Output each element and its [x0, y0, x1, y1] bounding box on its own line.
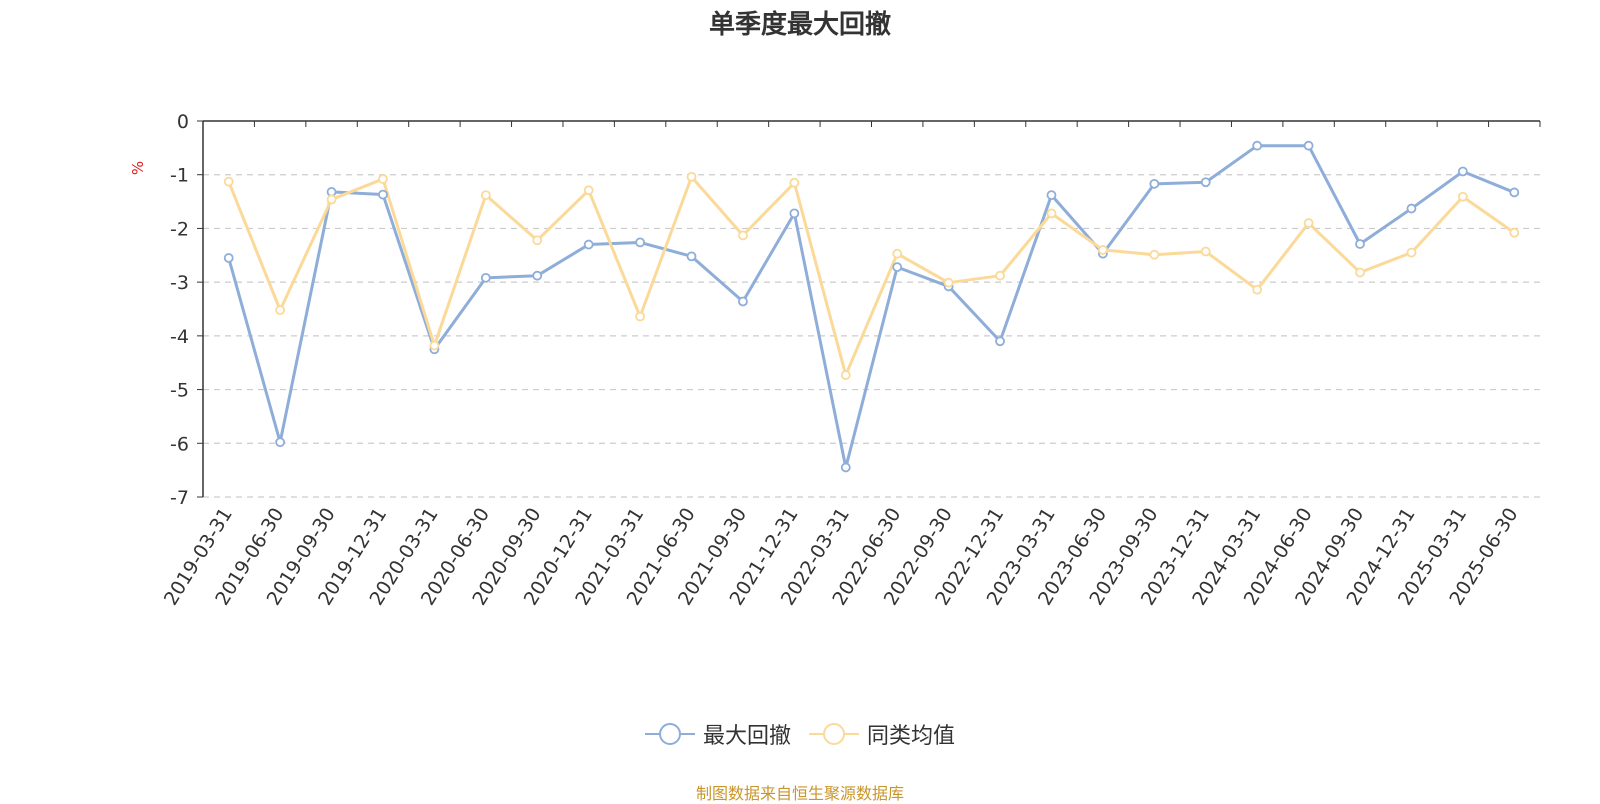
data-point[interactable]	[1406, 247, 1417, 258]
data-point[interactable]	[1046, 190, 1057, 201]
data-point[interactable]	[635, 237, 645, 248]
series-line	[227, 144, 1515, 469]
data-point[interactable]	[583, 185, 594, 196]
data-point[interactable]	[686, 171, 697, 182]
data-point[interactable]	[789, 208, 800, 219]
data-point[interactable]	[1509, 227, 1520, 238]
data-point[interactable]	[275, 437, 286, 448]
grid-lines	[203, 174, 1540, 498]
chart-title: 单季度最大回撤	[708, 10, 891, 40]
y-tick-label: -7	[170, 487, 189, 509]
y-tick-label: -3	[170, 272, 189, 294]
data-point[interactable]	[429, 340, 440, 351]
legend-label-max-drawdown: 最大回撤	[702, 724, 791, 749]
data-point[interactable]	[1355, 267, 1365, 278]
data-point[interactable]	[995, 336, 1005, 347]
data-point[interactable]	[1098, 245, 1108, 255]
y-tick-label: -2	[170, 218, 189, 240]
series-line	[227, 175, 1516, 377]
data-point[interactable]	[583, 239, 594, 250]
series-lines	[223, 140, 1520, 473]
data-point[interactable]	[738, 230, 748, 241]
y-tick-label: 0	[177, 111, 189, 133]
legend-marker-peer-average	[809, 723, 859, 745]
data-point[interactable]	[1355, 239, 1365, 249]
data-point[interactable]	[326, 194, 337, 205]
data-point[interactable]	[686, 251, 697, 262]
data-point[interactable]	[378, 189, 388, 200]
data-point[interactable]	[789, 177, 800, 188]
data-point[interactable]	[840, 462, 851, 473]
data-point[interactable]	[223, 176, 234, 187]
data-point[interactable]	[1509, 187, 1520, 198]
data-point[interactable]	[1303, 140, 1314, 151]
data-point[interactable]	[480, 272, 491, 283]
data-point[interactable]	[840, 370, 851, 380]
data-point[interactable]	[995, 270, 1005, 281]
line-chart: % 0 -1 -2 -3 -4 -5 -6 -7 2019-03-312019-06-3020…	[129, 111, 1541, 609]
data-point[interactable]	[1252, 284, 1263, 295]
y-tick-label: -4	[170, 326, 189, 348]
legend-item-max-drawdown[interactable]: 最大回撤	[644, 718, 791, 750]
y-tick-label: -6	[170, 433, 189, 455]
data-point[interactable]	[635, 311, 645, 322]
legend-marker-max-drawdown	[644, 723, 695, 745]
data-point[interactable]	[532, 235, 543, 246]
y-tick-label: -1	[170, 165, 189, 187]
data-point[interactable]	[1457, 191, 1468, 202]
data-point[interactable]	[1200, 246, 1211, 257]
data-point[interactable]	[892, 262, 903, 273]
data-point[interactable]	[480, 190, 491, 201]
data-point[interactable]	[1303, 218, 1314, 228]
data-point[interactable]	[943, 277, 954, 288]
data-point[interactable]	[378, 174, 388, 184]
data-point[interactable]	[738, 296, 748, 307]
data-point[interactable]	[1406, 203, 1417, 214]
data-point[interactable]	[1149, 249, 1160, 260]
data-point[interactable]	[275, 305, 286, 315]
y-axis-unit-label: %	[129, 161, 147, 175]
data-point[interactable]	[1046, 208, 1057, 219]
data-point[interactable]	[892, 248, 903, 259]
axes: 0 -1 -2 -3 -4 -5 -6 -7	[170, 111, 1541, 509]
legend: 最大回撤 同类均值	[0, 718, 1600, 750]
legend-item-peer-average[interactable]: 同类均值	[809, 718, 955, 750]
data-point[interactable]	[1149, 178, 1160, 189]
x-axis-tick-labels: 2019-03-312019-06-302019-09-302019-12-31…	[160, 504, 1523, 609]
data-point[interactable]	[223, 253, 234, 263]
source-note: 制图数据来自恒生聚源数据库	[695, 784, 904, 803]
y-tick-label: -5	[170, 380, 189, 402]
data-point[interactable]	[532, 270, 543, 281]
legend-label-peer-average: 同类均值	[867, 724, 956, 749]
data-point[interactable]	[1200, 177, 1211, 188]
data-point[interactable]	[1457, 166, 1468, 177]
data-point[interactable]	[1252, 140, 1263, 151]
